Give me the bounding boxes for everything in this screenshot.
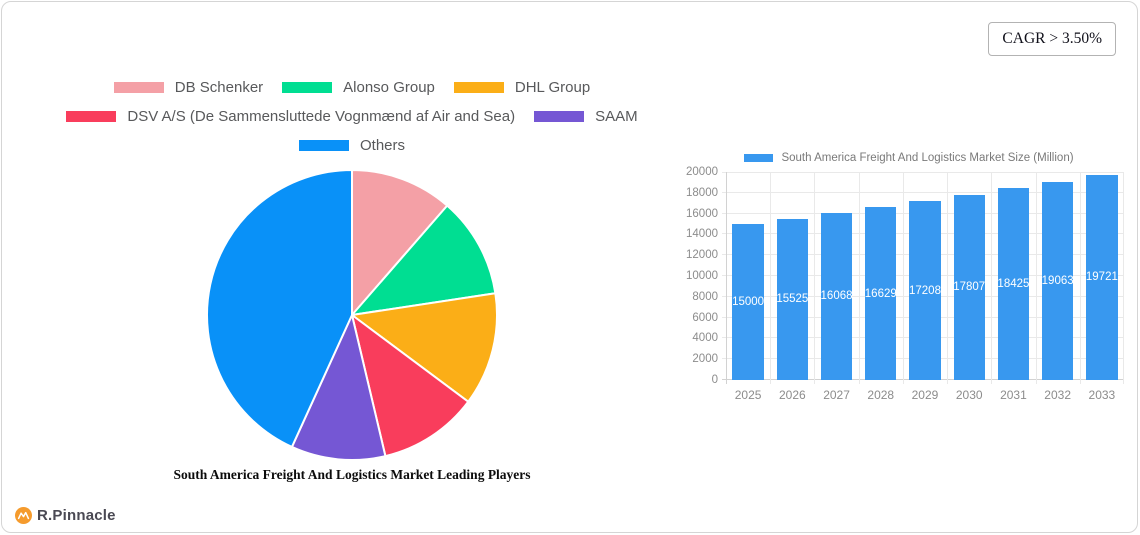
gridline-x [1079,172,1081,384]
bar-value-label: 17807 [953,281,986,294]
y-tick-label: 6000 [692,311,718,324]
pie-legend-row: DSV A/S (De Sammensluttede Vognmænd af A… [30,106,674,126]
bar[interactable]: 19721 [1085,174,1118,380]
pie-legend-row: Others [30,135,674,155]
y-tick-label: 4000 [692,332,718,345]
pie-slice[interactable] [351,314,470,458]
pie-legend-item[interactable]: SAAM [534,108,638,125]
gridline-x [1123,172,1124,384]
pie-legend-swatch [298,139,349,151]
bar-plot-area: 0 2000 4000 6000 8000 10000 12000 14000 16000 180… [686,166,1124,386]
y-tick-label: 20000 [686,166,718,178]
bar-legend-label: South America Freight And Logistics Mark… [781,152,1074,164]
bar-value-label: 16629 [864,287,897,300]
brand-name: R.Pinnacle [37,507,116,524]
x-tick-label: 2026 [778,388,806,402]
bar-value-label: 15000 [732,296,765,308]
logo-pulse-line [17,511,30,520]
bar-value-label: 18425 [997,278,1030,291]
bar-x-axis-labels: 2025 2026 2027 2028 2029 2030 2031 2032 2033 [726,388,1124,402]
x-tick-label: 2032 [1044,388,1071,402]
pie-legend-item[interactable]: DB Schenker [113,78,264,96]
gridline-y [722,191,1124,193]
pie-slice[interactable] [351,169,449,316]
bar-chart-section: South America Freight And Logistics Mark… [686,145,1130,415]
y-tick-label: 10000 [686,270,718,282]
gridline-x [947,172,949,384]
gridline-x [814,172,816,384]
pie-legend-swatch [453,81,504,93]
cagr-badge: CAGR > 3.50% [988,22,1116,56]
pie-chart-svg [206,169,498,461]
bar[interactable]: 15525 [776,218,809,380]
brand-logo[interactable]: R.Pinnacle [15,507,116,524]
gridline-y [722,172,1124,173]
bar-value-label: 19063 [1041,274,1074,287]
bar[interactable]: 19063 [1041,181,1074,380]
bar[interactable]: 15000 [732,224,765,380]
pie-legend-label: DHL Group [514,78,591,96]
y-tick-label: 12000 [686,249,718,262]
y-tick-label: 14000 [686,228,718,241]
y-tick-label: 16000 [686,207,718,220]
x-tick-label: 2030 [955,388,983,402]
pie-legend-swatch [534,110,585,122]
pie-slice[interactable] [290,314,387,461]
gridline-x [991,172,993,384]
bar-legend-item[interactable]: South America Freight And Logistics Mark… [688,151,1130,165]
pulse-line-icon [15,507,32,524]
gridline-x [726,172,727,384]
gridline-x [1035,172,1037,384]
bar-value-label: 19721 [1085,271,1118,284]
x-tick-label: 2027 [823,388,850,402]
pie-legend-swatch [113,81,164,93]
pie-chart-title: South America Freight And Logistics Mark… [173,467,531,482]
gridline-x [858,172,860,384]
bar-value-label: 16068 [820,290,853,303]
bar[interactable]: 16068 [820,212,853,380]
bar[interactable]: 18425 [997,188,1030,380]
pie-legend-label: SAAM [595,107,638,125]
bar[interactable]: 17208 [908,201,941,380]
pie-slice[interactable] [206,169,353,448]
bar-value-label: 17208 [908,284,941,297]
gridline-x [770,172,772,384]
y-tick-label: 2000 [692,353,718,366]
gridline-x [902,172,904,384]
pie-slice[interactable] [351,292,498,403]
y-tick-label: 0 [711,374,718,386]
pie-legend-label: Others [359,136,405,154]
cagr-label: CAGR > 3.50% [1002,30,1102,47]
x-tick-label: 2031 [1000,388,1027,402]
pie-legend-swatch [66,110,117,122]
pie-legend-swatch [282,81,333,93]
pie-legend-label: DSV A/S (De Sammensluttede Vognmænd af A… [127,107,516,125]
y-tick-label: 18000 [686,186,718,199]
pie-legend-item[interactable]: Alonso Group [282,79,435,96]
pie-legend-label: Alonso Group [343,78,435,96]
pie-legend-item[interactable]: DSV A/S (De Sammensluttede Vognmænd af A… [66,108,515,125]
pie-legend-item[interactable]: DHL Group [453,78,591,96]
bar-legend-swatch [744,154,774,162]
bar[interactable]: 17807 [953,194,986,380]
pie-legend: DB Schenker Alonso Group DHL Group DSV A/S … [30,77,674,155]
pie-slice[interactable] [351,204,497,316]
y-tick-label: 8000 [692,290,718,303]
x-tick-label: 2028 [867,388,895,402]
bar[interactable]: 16629 [864,207,897,380]
bar-value-label: 15525 [776,293,809,306]
pie-legend-label: DB Schenker [174,78,264,96]
x-tick-label: 2029 [911,388,939,402]
pie-legend-row: DB Schenker Alonso Group DHL Group [30,77,674,97]
pie-legend-item[interactable]: Others [298,136,405,154]
pie-chart-section: DB Schenker Alonso Group DHL Group DSV A/S … [30,77,674,483]
x-tick-label: 2025 [734,388,762,402]
x-tick-label: 2033 [1088,388,1116,402]
